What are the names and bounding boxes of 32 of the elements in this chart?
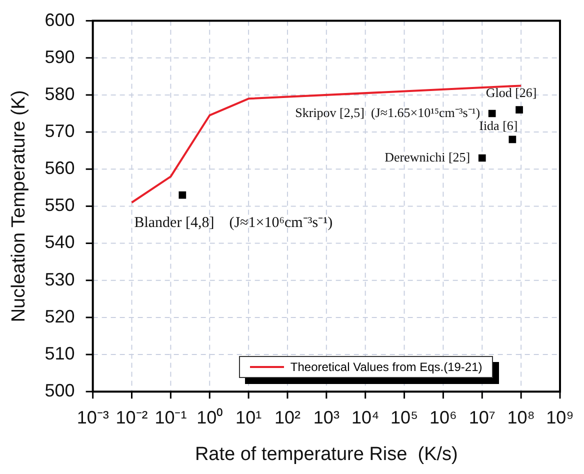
annotation: Glod [26]: [486, 85, 537, 100]
y-tick-label: 580: [44, 84, 75, 104]
y-tick-label: 520: [44, 306, 75, 326]
y-tick-label: 550: [44, 195, 75, 216]
x-tick-label: 10⁵: [390, 407, 418, 428]
y-tick-label: 560: [44, 158, 75, 178]
x-tick-label: 10⁰: [196, 407, 223, 428]
y-tick-label: 540: [44, 232, 75, 252]
y-tick-label: 510: [44, 343, 75, 364]
y-tick-label: 500: [44, 380, 75, 401]
x-tick-label: 10⁸: [507, 407, 535, 428]
y-axis-title: Nucleation Temperature (K): [8, 90, 30, 322]
x-axis-title: Rate of temperature Rise (K/s): [194, 444, 458, 465]
x-tick-label: 10⁶: [429, 407, 457, 428]
x-tick-label: 10⁷: [468, 407, 496, 428]
y-tick-label: 530: [44, 269, 75, 290]
x-tick-label: 10²: [274, 407, 300, 428]
annotation: Iida [6]: [479, 118, 518, 133]
x-tick-label: 10⁴: [351, 407, 380, 428]
x-tick-label: 10⁹: [546, 407, 574, 428]
annotation: Derewnichi [25]: [384, 149, 470, 164]
x-tick-label: 10⁻¹: [154, 407, 187, 428]
annotation: Blander [4,8] (J≈1×10⁶cm⁻³s⁻¹): [134, 215, 333, 232]
x-tick-label: 10³: [313, 407, 340, 428]
y-tick-label: 590: [44, 46, 75, 67]
x-tick-label: 10⁻²: [116, 407, 148, 428]
annotation: Skripov [2,5] (J≈1.65×10¹⁵cm⁻³s⁻¹): [295, 104, 480, 120]
x-tick-label: 10¹: [236, 407, 262, 428]
y-tick-label: 570: [44, 121, 75, 142]
legend-label: Theoretical Values from Eqs.(19-21): [290, 360, 482, 374]
x-tick-label: 10⁻³: [76, 407, 109, 428]
y-tick-label: 600: [44, 10, 75, 30]
